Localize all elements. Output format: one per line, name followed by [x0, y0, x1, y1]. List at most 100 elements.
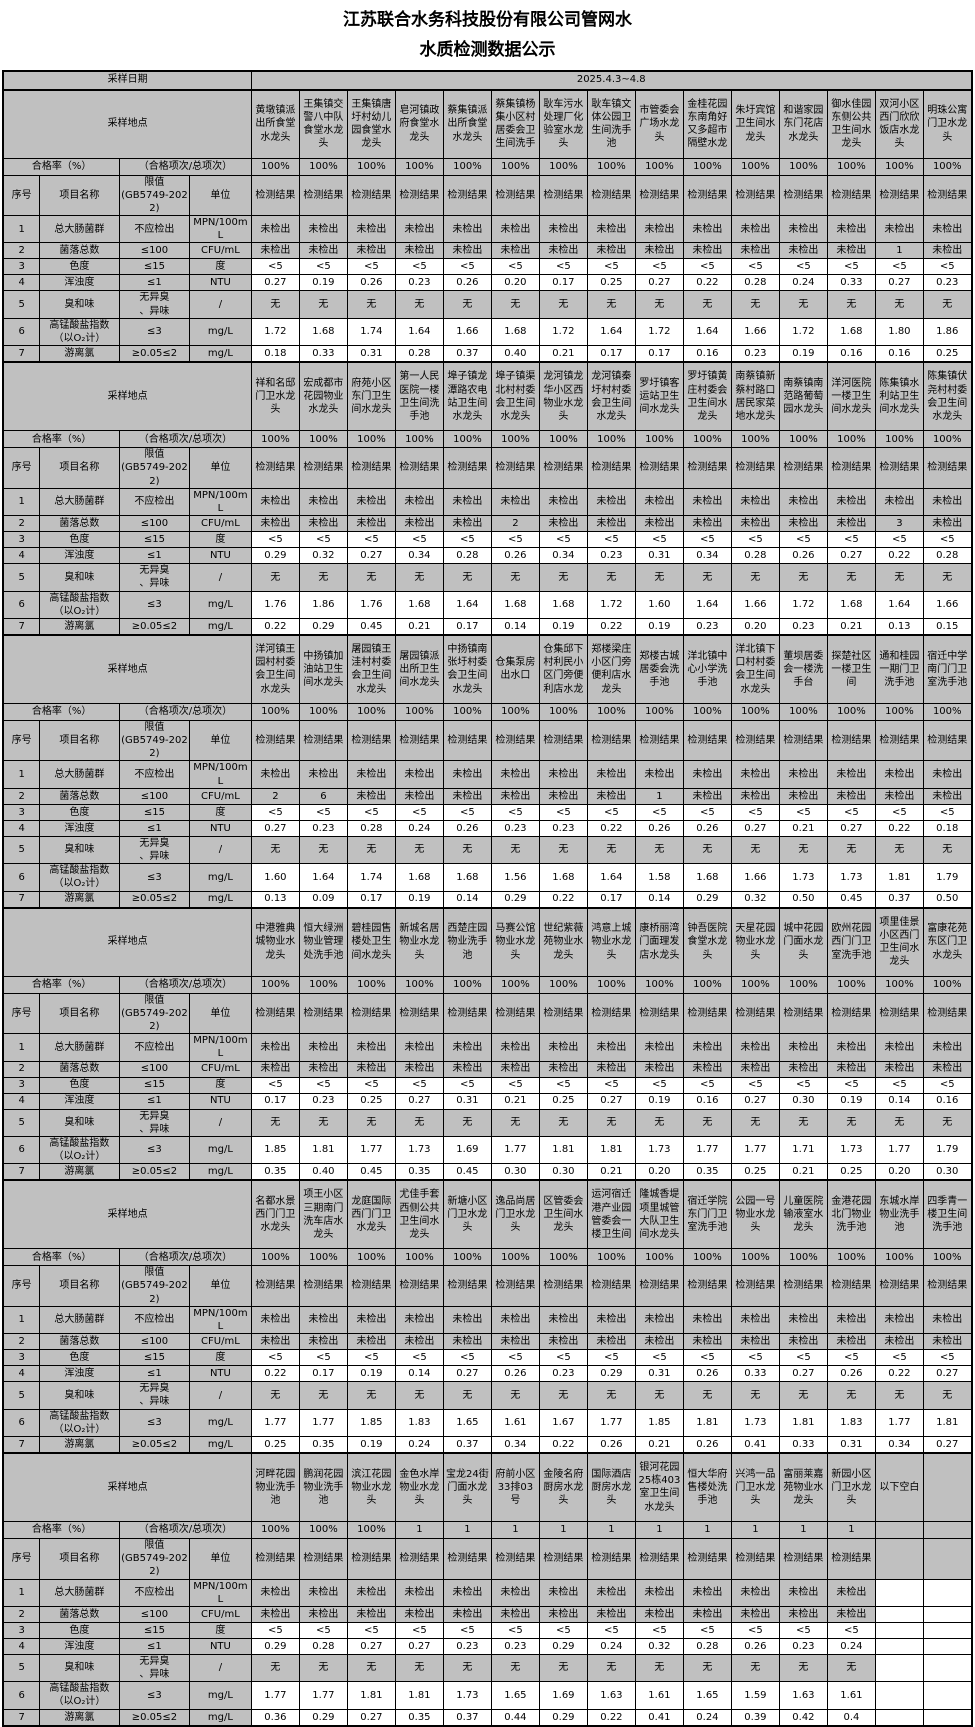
result-value: 0.39: [730, 1708, 780, 1727]
result-value: 0.14: [634, 890, 684, 909]
result-value: 未检出: [250, 215, 300, 244]
pass-rate-value: 100%: [250, 702, 300, 721]
col-header-no: 序号: [2, 174, 40, 217]
location-cell: 南蔡镇南范路葡萄园水龙头: [778, 361, 828, 432]
result-value: <5: [874, 531, 924, 549]
result-value: 未检出: [442, 1033, 492, 1062]
result-value: 0.34: [490, 1435, 540, 1454]
item-no: 3: [2, 258, 40, 276]
result-value: [874, 1681, 924, 1710]
result-value: 未检出: [298, 760, 348, 789]
result-value: 0.27: [346, 1708, 396, 1727]
item-row: 5 臭和味 无异臭 、异味 / 无无无无无无无无无无无无无无无: [2, 290, 973, 319]
result-header-cell: 检测结果: [442, 719, 492, 762]
result-value: 1.65: [682, 1681, 732, 1710]
result-value: 1.80: [874, 317, 924, 347]
location-cell: 洋河镇王园村村委会卫生间水龙头: [250, 633, 300, 704]
item-unit: NTU: [188, 1365, 252, 1383]
result-value: <5: [490, 258, 540, 276]
result-header-cell: 检测结果: [730, 992, 780, 1035]
location-cell: 陈集镇伏尧村村委会卫生间水龙头: [922, 361, 973, 432]
result-value: 0.30: [778, 1092, 828, 1110]
item-row: 1 总大肠菌群 不应检出 MPN/100mL 未检出 未检出 未检出 未检出 未检出 未检出 未检出…: [2, 1578, 973, 1607]
result-value: 0.28: [682, 1637, 732, 1655]
result-value: 无: [730, 1653, 780, 1683]
col-header-no: 序号: [2, 992, 40, 1035]
item-limit: 无异臭 、异味: [118, 1381, 190, 1410]
pass-rate-value: 100%: [442, 702, 492, 721]
pass-rate-value: 100%: [778, 975, 828, 994]
result-value: <5: [874, 803, 924, 821]
item-name: 菌落总数: [38, 1605, 120, 1623]
result-value: 无: [826, 1108, 876, 1137]
result-value: 0.29: [298, 617, 348, 636]
result-value: 1.74: [346, 863, 396, 892]
result-value: <5: [250, 258, 300, 276]
item-no: 3: [2, 531, 40, 549]
result-value: 未检出: [874, 787, 924, 805]
result-value: 0.41: [730, 1435, 780, 1454]
result-value: 1.77: [250, 1408, 300, 1437]
result-value: <5: [394, 803, 444, 821]
result-value: 无: [442, 563, 492, 592]
location-cell: 新塘小区门卫水龙头: [442, 1179, 492, 1250]
result-header-cell: 检测结果: [298, 1265, 348, 1307]
location-cell: 洋河医院一楼卫生间水龙头: [826, 361, 876, 432]
item-name: 菌落总数: [38, 1333, 120, 1351]
result-value: 1: [874, 242, 924, 260]
item-no: 7: [2, 345, 40, 363]
result-value: 0.17: [586, 345, 636, 363]
result-value: 0.26: [490, 1365, 540, 1383]
item-limit: ≤3: [118, 590, 190, 619]
col-header-unit: 单位: [188, 1265, 252, 1307]
pass-rate-value: 100%: [442, 157, 492, 176]
result-value: 未检出: [538, 487, 588, 517]
location-cell: 项里佳景小区西门卫生间水龙头: [874, 906, 924, 977]
result-value: 未检出: [394, 1578, 444, 1607]
result-value: 0.21: [538, 345, 588, 363]
col-header-no: 序号: [2, 1537, 40, 1580]
item-no: 2: [2, 787, 40, 805]
result-value: 无: [634, 1653, 684, 1683]
result-value: <5: [730, 1621, 780, 1639]
pass-rate-value: 100%: [874, 975, 924, 994]
result-value: 未检出: [346, 1333, 396, 1351]
result-value: 0.29: [250, 547, 300, 565]
result-value: 0.22: [682, 274, 732, 292]
pass-rate-value: 100%: [634, 975, 684, 994]
result-value: 未检出: [394, 1305, 444, 1335]
location-cell: 金陵名府厨房水龙头: [538, 1451, 588, 1522]
location-cell: 鸿意上城物业水龙头: [586, 906, 636, 977]
result-value: 未检出: [298, 1605, 348, 1623]
result-value: 未检出: [490, 1033, 540, 1062]
result-header-cell: 检测结果: [922, 447, 973, 489]
result-value: 0.22: [874, 1365, 924, 1383]
result-value: 无: [874, 290, 924, 319]
result-value: 0.33: [778, 1435, 828, 1454]
location-row: 采样地点 黄墩镇派出所食堂水龙头 王集镇交警八中队食堂水龙头 王集镇唐圩村幼儿园食堂水…: [2, 88, 973, 159]
item-limit: ≤100: [118, 1333, 190, 1351]
pass-rate-value: 100%: [298, 1520, 348, 1539]
item-no: 5: [2, 1381, 40, 1410]
result-value: 无: [874, 1108, 924, 1137]
item-unit: /: [188, 1381, 252, 1410]
result-value: 1.77: [346, 1135, 396, 1165]
col-header-unit: 单位: [188, 1537, 252, 1580]
result-value: 未检出: [346, 1033, 396, 1062]
result-value: 0.35: [394, 1708, 444, 1727]
result-value: 1.76: [346, 590, 396, 619]
result-value: <5: [682, 1621, 732, 1639]
pass-rate-value: 100%: [634, 157, 684, 176]
result-value: 无: [538, 1381, 588, 1410]
result-value: 未检出: [538, 760, 588, 789]
item-row: 2 菌落总数 ≤100 CFU/mL 2 6 未检出 未检出 未检出 未检出 未检出 未检出 1 未检出未…: [2, 787, 973, 805]
result-value: 未检出: [586, 515, 636, 533]
result-value: <5: [442, 1621, 492, 1639]
result-value: 未检出: [874, 1305, 924, 1335]
result-header-cell: 检测结果: [922, 174, 973, 217]
result-value: 无: [538, 563, 588, 592]
result-value: 0.24: [394, 819, 444, 837]
result-value: 0.27: [346, 547, 396, 565]
result-value: 未检出: [634, 1605, 684, 1623]
pass-rate-value: 100%: [442, 975, 492, 994]
